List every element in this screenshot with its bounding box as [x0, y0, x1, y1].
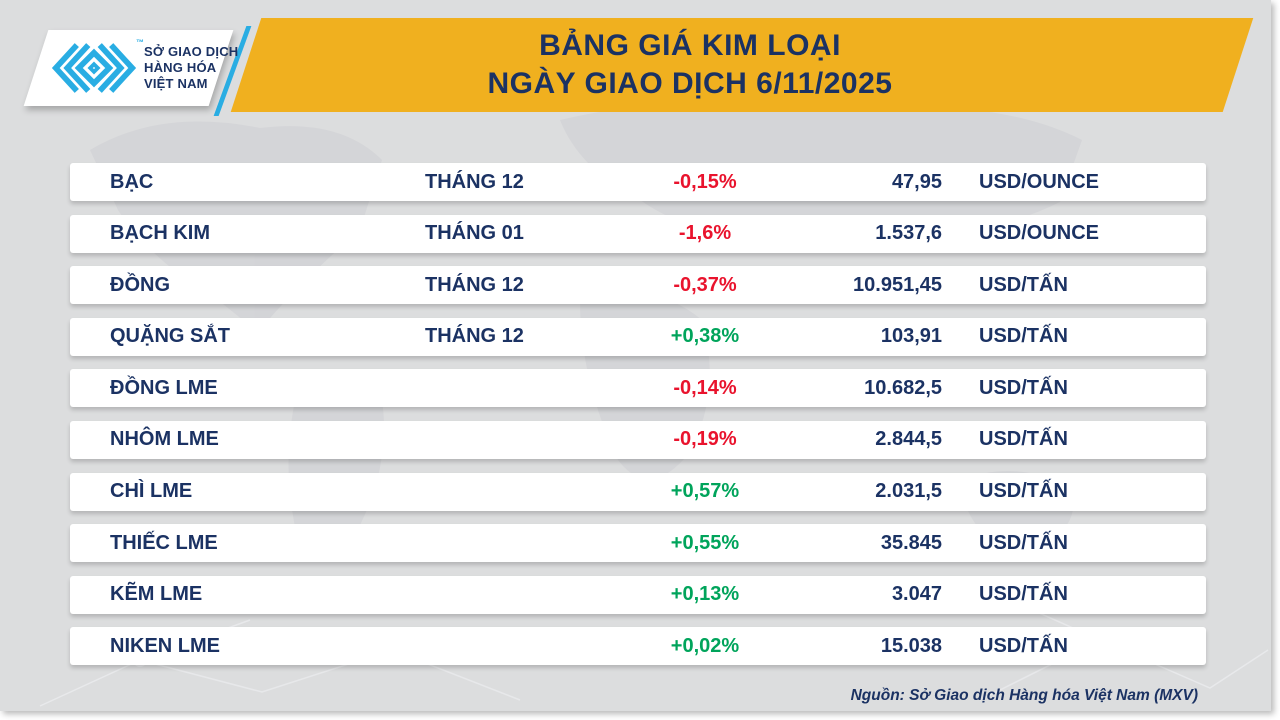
price-unit: USD/TẤN	[979, 531, 1068, 554]
commodity-name: THIẾC LME	[110, 531, 218, 554]
commodity-name: ĐỒNG	[110, 273, 170, 296]
commodity-name: NHÔM LME	[110, 428, 219, 451]
logo-line2: HÀNG HÓA	[144, 60, 217, 75]
price-unit: USD/TẤN	[979, 273, 1068, 296]
price-value: 103,91	[880, 325, 942, 348]
commodity-name: CHÌ LME	[110, 480, 193, 503]
price-value: 47,95	[891, 170, 942, 193]
table-row: THIẾC LME +0,55% 35.845 USD/TẤN	[70, 524, 1206, 563]
price-unit: USD/TẤN	[979, 583, 1068, 606]
commodity-name: NIKEN LME	[110, 634, 220, 657]
change-percent: +0,57%	[670, 480, 740, 503]
table-row: ĐỒNG THÁNG 12 -0,37% 10.951,45 USD/TẤN	[70, 266, 1206, 305]
price-unit: USD/TẤN	[979, 634, 1068, 657]
change-percent: +0,55%	[670, 531, 740, 554]
commodity-name: KẼM LME	[110, 583, 203, 606]
price-value: 2.844,5	[875, 428, 942, 451]
table-row: BẠC THÁNG 12 -0,15% 47,95 USD/OUNCE	[70, 163, 1206, 201]
logo-line1: SỞ GIAO DỊCH	[144, 44, 239, 59]
page-title-line2: NGÀY GIAO DỊCH 6/11/2025	[487, 67, 893, 100]
table-row: NIKEN LME +0,02% 15.038 USD/TẤN	[70, 627, 1206, 666]
price-value: 10.951,45	[853, 273, 942, 296]
contract-month: THÁNG 12	[425, 273, 524, 296]
contract-month: THÁNG 01	[425, 222, 524, 245]
mxv-logo: ™ SỞ GIAO DỊCH HÀNG HÓA VIỆT NAM	[52, 37, 238, 99]
table-row: ĐỒNG LME -0,14% 10.682,5 USD/TẤN	[70, 369, 1206, 408]
price-value: 10.682,5	[864, 376, 942, 399]
table-row: NHÔM LME -0,19% 2.844,5 USD/TẤN	[70, 420, 1206, 459]
page-title: BẢNG GIÁ KIM LOẠI NGÀY GIAO DỊCH 6/11/20…	[340, 18, 1040, 112]
change-percent: -0,19%	[673, 428, 737, 451]
contract-month: THÁNG 12	[425, 325, 524, 348]
trademark-symbol: ™	[136, 38, 144, 47]
change-percent: +0,02%	[670, 634, 740, 657]
change-percent: -0,14%	[673, 376, 737, 399]
change-percent: -0,15%	[673, 170, 737, 193]
table-row: CHÌ LME +0,57% 2.031,5 USD/TẤN	[70, 472, 1206, 511]
change-percent: +0,38%	[670, 325, 740, 348]
change-percent: +0,13%	[670, 583, 740, 606]
commodity-name: QUẶNG SẮT	[110, 325, 230, 348]
price-unit: USD/TẤN	[979, 480, 1068, 503]
price-value: 35.845	[880, 531, 942, 554]
commodity-name: BẠC	[110, 170, 154, 193]
page-title-line1: BẢNG GIÁ KIM LOẠI	[539, 29, 841, 62]
table-row: KẼM LME +0,13% 3.047 USD/TẤN	[70, 575, 1206, 614]
table-row: BẠCH KIM THÁNG 01 -1,6% 1.537,6 USD/OUNC…	[70, 214, 1206, 253]
price-value: 2.031,5	[875, 480, 942, 503]
change-percent: -0,37%	[673, 273, 737, 296]
table-row: QUẶNG SẮT THÁNG 12 +0,38% 103,91 USD/TẤN	[70, 317, 1206, 356]
logo-wordmark: SỞ GIAO DỊCH HÀNG HÓA VIỆT NAM	[144, 44, 238, 92]
logo-line3: VIỆT NAM	[144, 76, 208, 91]
change-percent: -1,6%	[678, 222, 732, 245]
price-value: 3.047	[891, 583, 942, 606]
price-value: 1.537,6	[875, 222, 942, 245]
price-table: BẠC THÁNG 12 -0,15% 47,95 USD/OUNCE BẠCH…	[70, 163, 1206, 666]
price-unit: USD/OUNCE	[979, 222, 1100, 245]
price-value: 15.038	[880, 634, 942, 657]
mxv-logo-mark-icon	[52, 43, 136, 93]
price-unit: USD/TẤN	[979, 376, 1068, 399]
price-unit: USD/TẤN	[979, 428, 1068, 451]
source-note: Nguồn: Sở Giao dịch Hàng hóa Việt Nam (M…	[850, 687, 1198, 704]
price-unit: USD/TẤN	[979, 325, 1068, 348]
commodity-name: ĐỒNG LME	[110, 376, 218, 399]
contract-month: THÁNG 12	[425, 170, 524, 193]
price-unit: USD/OUNCE	[979, 170, 1100, 193]
commodity-name: BẠCH KIM	[110, 222, 210, 245]
